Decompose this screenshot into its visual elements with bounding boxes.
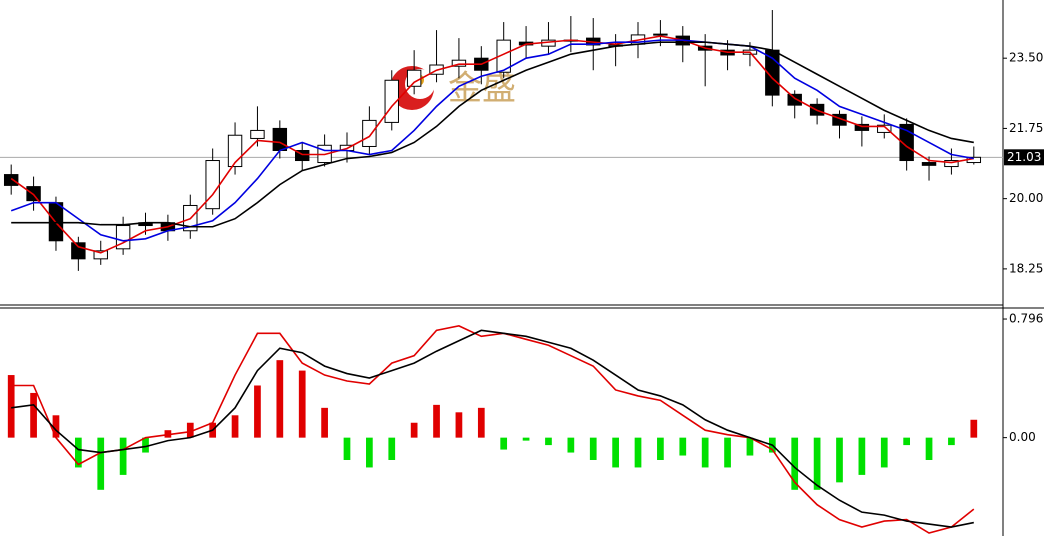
last-price-label: 21.03 bbox=[1007, 150, 1041, 164]
candle-body bbox=[921, 162, 937, 166]
histogram-bar bbox=[679, 437, 687, 456]
histogram-bar bbox=[880, 437, 888, 468]
candle-body bbox=[362, 119, 377, 147]
histogram-bar bbox=[366, 437, 373, 468]
histogram-bar bbox=[186, 422, 194, 438]
histogram-bar bbox=[231, 415, 239, 438]
candle-body bbox=[71, 242, 86, 260]
candle-body bbox=[205, 160, 220, 210]
histogram-bar bbox=[813, 437, 821, 490]
histogram-bar bbox=[858, 437, 866, 475]
histogram-bar bbox=[701, 437, 709, 468]
watermark: 金盛 bbox=[448, 69, 516, 109]
histogram-bar bbox=[343, 437, 351, 460]
histogram-bar bbox=[52, 415, 60, 438]
y-tick-label: 18.25 bbox=[1009, 261, 1043, 275]
histogram-bar bbox=[970, 419, 978, 438]
histogram-bar bbox=[589, 437, 597, 460]
candle-body bbox=[272, 127, 288, 151]
last-price-box bbox=[1004, 149, 1044, 166]
histogram-bar bbox=[254, 385, 261, 438]
y-tick-label: 0.796 bbox=[1009, 312, 1043, 326]
histogram-bar bbox=[7, 375, 15, 438]
histogram-bar bbox=[97, 437, 105, 490]
histogram-bar bbox=[836, 437, 843, 483]
candle-body bbox=[854, 123, 870, 131]
y-tick-label: 20.00 bbox=[1009, 191, 1043, 205]
histogram-bar bbox=[612, 437, 619, 468]
candle-body bbox=[944, 160, 959, 168]
histogram-bar bbox=[298, 370, 306, 438]
ma-line bbox=[11, 329, 974, 528]
histogram-bar bbox=[455, 412, 463, 438]
ma-line bbox=[10, 35, 974, 254]
candle-body bbox=[787, 93, 802, 106]
histogram-bar bbox=[388, 437, 396, 460]
histogram-bar bbox=[433, 404, 440, 438]
histogram-bar bbox=[791, 437, 799, 490]
candle-body bbox=[451, 59, 467, 67]
candle-body bbox=[496, 39, 511, 73]
histogram-bar bbox=[119, 437, 127, 475]
candle-body bbox=[250, 129, 265, 139]
histogram-bar bbox=[724, 437, 731, 468]
histogram-bar bbox=[321, 407, 328, 438]
candle-body bbox=[653, 33, 668, 36]
histogram-bar bbox=[746, 437, 754, 456]
candle-body bbox=[115, 225, 131, 250]
histogram-bar bbox=[276, 360, 284, 438]
candle-body bbox=[406, 69, 422, 87]
candle-body bbox=[899, 123, 914, 162]
y-tick-label: 23.50 bbox=[1009, 51, 1043, 65]
candle-body bbox=[3, 174, 19, 186]
y-tick-label: 21.75 bbox=[1009, 121, 1043, 135]
ma-line bbox=[10, 39, 974, 242]
histogram-bar bbox=[30, 392, 37, 438]
y-tick-label: 0.00 bbox=[1009, 430, 1036, 444]
histogram-bar bbox=[948, 437, 955, 446]
candle-body bbox=[295, 149, 310, 162]
histogram-bar bbox=[567, 437, 575, 453]
ma-line bbox=[11, 41, 974, 228]
candle-body bbox=[877, 124, 892, 133]
histogram-bar bbox=[925, 437, 933, 460]
ma-line bbox=[11, 325, 975, 534]
histogram-bar bbox=[477, 407, 485, 438]
histogram-bar bbox=[74, 437, 82, 468]
histogram-bar bbox=[657, 437, 664, 460]
candle-body bbox=[26, 186, 41, 202]
histogram-bar bbox=[634, 437, 642, 468]
histogram-bar bbox=[903, 437, 911, 446]
candle-body bbox=[93, 250, 108, 260]
histogram-bar bbox=[410, 422, 418, 438]
histogram-bar bbox=[545, 437, 552, 446]
candle-body bbox=[832, 113, 847, 126]
histogram-bar bbox=[142, 437, 149, 453]
histogram-bar bbox=[522, 437, 530, 441]
histogram-bar bbox=[500, 437, 508, 450]
